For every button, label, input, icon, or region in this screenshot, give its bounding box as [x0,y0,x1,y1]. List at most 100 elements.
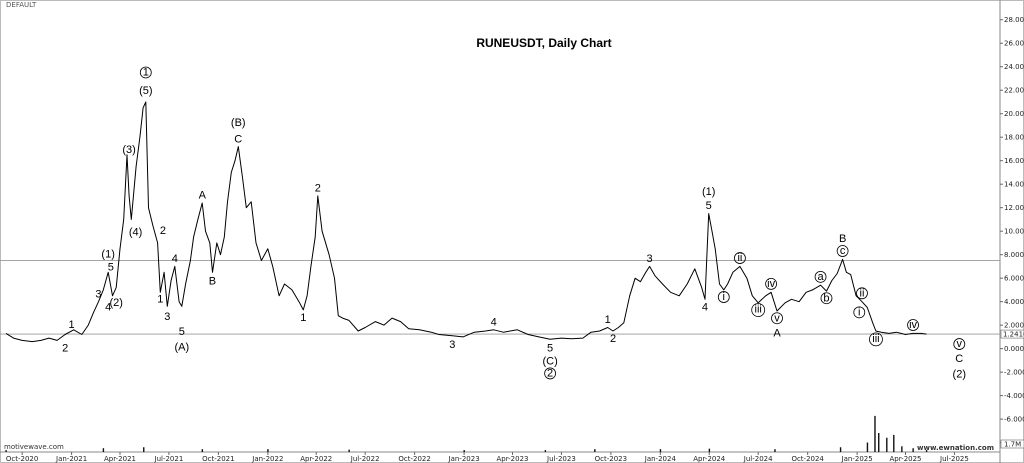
wave-label: B [839,233,846,245]
wave-label: b [823,292,829,304]
wave-label-circle [765,278,778,290]
wave-label-circle [836,245,849,257]
volume-bar [102,448,105,452]
wave-label: 1 [143,67,149,79]
wave-label: (C) [542,356,557,368]
wave-label: c [840,245,846,257]
wave-label: 3 [95,288,101,300]
volume-label: 1.7M [1004,441,1021,449]
wave-label: (5) [139,85,152,97]
wave-label: iv [767,278,775,290]
time-tick-label: Jul-2023 [546,455,576,463]
volume-bar [886,437,888,452]
volume-bar [901,446,903,452]
wave-label: 1 [157,293,163,305]
wave-label: 4 [172,253,178,265]
wave-label-circle [869,332,883,347]
time-tick-label: Jul-2022 [350,455,380,463]
wave-label: 5 [547,343,553,355]
wave-label: (A) [174,341,189,353]
wave-label: 2 [610,333,616,345]
time-tick-label: Oct-2020 [6,455,38,463]
wave-label: (2) [109,297,122,309]
wave-label-circle [544,367,557,380]
wave-label: 3 [449,339,455,351]
time-tick-label: Jan-2024 [644,455,677,463]
volume-bar [463,450,465,452]
wave-label: iv [909,319,917,331]
watermark-left: motivewave.com [4,443,64,451]
volume-bar [839,447,842,452]
wave-label: a [818,271,825,283]
wave-label: iii [755,303,762,315]
wave-label: iii [872,333,879,345]
wave-label: 1 [69,319,75,331]
current-price-label: 1.2410 [1003,331,1024,339]
volume-bar [874,415,876,452]
wave-label-circle [853,306,866,319]
time-tick-label: Oct-2023 [595,455,627,463]
wave-label: C [955,353,963,365]
wave-label-circle [856,287,868,300]
volume-bar [659,449,662,452]
volume-bar [878,433,880,452]
time-tick-label: Jan-2022 [251,455,283,463]
wave-label: B [209,276,216,288]
wave-label-circle [953,338,966,350]
wave-label: A [199,190,207,202]
wave-label-circle [717,291,730,303]
wave-label: 4 [491,316,497,328]
time-tick-label: Oct-2021 [202,455,234,463]
volume-bar [348,449,350,452]
wave-label-circle [820,292,833,305]
wave-label: (1) [101,248,114,260]
time-tick-label: Oct-2022 [398,455,430,463]
wave-label-circle [907,319,919,331]
wave-label: v [774,312,780,324]
wave-label: 5 [179,326,185,338]
time-tick-label: Apr-2025 [890,455,922,463]
wave-label: ii [737,252,742,264]
wave-label: 4 [105,301,111,313]
wave-label: (4) [129,226,142,238]
volume-bar [594,449,596,452]
time-tick-label: Apr-2021 [104,455,136,463]
volume-bar [143,447,145,452]
wave-label: 3 [647,253,653,265]
wave-label: 2 [62,343,68,355]
time-tick-label: Jan-2023 [448,455,480,463]
volume-bar [544,450,547,452]
wave-label: (3) [122,144,135,156]
wave-label: C [234,133,242,145]
time-tick-label: Jan-2021 [55,455,87,463]
wave-label-circle [734,252,746,264]
wave-label: (B) [231,117,246,129]
wave-label: ii [860,287,865,299]
time-tick-label: Apr-2023 [496,455,528,463]
time-tick-label: Jul-2021 [154,455,184,463]
wave-label: 5 [108,261,114,273]
wave-label: 4 [702,301,708,313]
volume-label-box [1000,439,1024,449]
watermark-right: www.ewnation.com [917,444,994,452]
volume-bar [267,449,269,452]
wave-label: 1 [300,312,306,324]
time-tick-label: Apr-2022 [300,455,332,463]
time-tick-label: Oct-2024 [791,455,824,463]
volume-bar [774,449,776,452]
time-tick-label: Jul-2024 [743,455,773,463]
wave-label: 5 [706,200,712,212]
volume-bar [708,448,711,452]
